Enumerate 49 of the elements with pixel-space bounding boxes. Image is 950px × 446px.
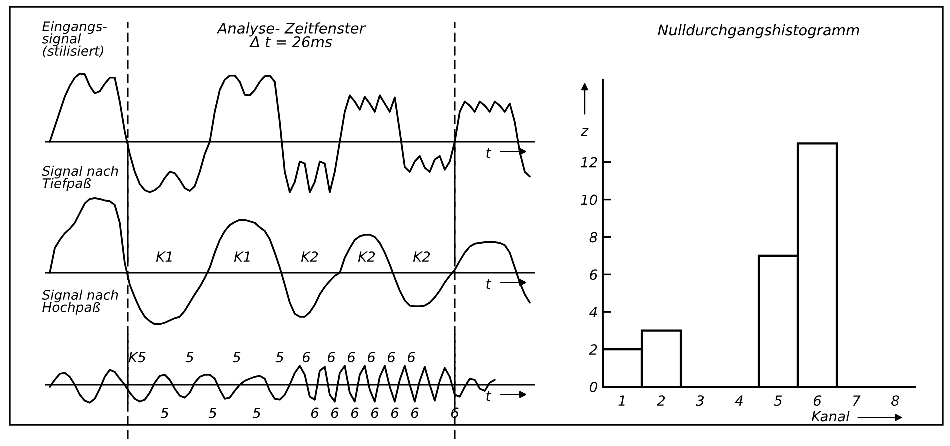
- x-axis-title: t: [486, 279, 492, 290]
- y-tick-label: 0: [590, 382, 598, 392]
- x-tick-label: 1: [618, 396, 625, 406]
- y-tick-label: 8: [590, 232, 598, 243]
- y-tick-label: 6: [590, 270, 598, 280]
- text: 6: [348, 352, 356, 363]
- chart-title: Analyse- Zeitfenster Δ t = 26ms: [216, 22, 366, 48]
- y-tick-label: 12: [581, 157, 598, 168]
- text: 6: [331, 408, 339, 418]
- text: 5: [232, 352, 241, 363]
- x-axis-title: Kanal: [812, 410, 850, 422]
- text: 5: [186, 352, 194, 363]
- x-tick-label: 2: [657, 396, 666, 406]
- text: Eingangs- signal (stilisiert): [42, 21, 107, 58]
- text: K5: [128, 352, 146, 363]
- text: 6: [351, 408, 359, 418]
- text: 5: [252, 408, 261, 418]
- x-tick-label: 8: [892, 396, 900, 406]
- annotation: K1: [156, 252, 172, 262]
- text: 6: [328, 352, 336, 363]
- x-axis-title: t: [486, 391, 492, 402]
- annotation: K2: [358, 252, 376, 262]
- x-tick-label: 3: [696, 396, 704, 406]
- x-tick-label: 6: [814, 396, 822, 406]
- chart-title: Nulldurchgangshistogramm: [658, 24, 860, 39]
- text: 6: [411, 408, 419, 418]
- text: 6: [368, 352, 376, 363]
- y-tick-label: 4: [590, 307, 598, 318]
- annotation: K1: [234, 252, 250, 262]
- annotation: K2: [413, 252, 430, 262]
- annotation: Signal nach Hochpaß: [42, 290, 118, 315]
- text: 5: [208, 408, 217, 418]
- text: 6: [302, 352, 310, 363]
- annotation: K2: [301, 252, 318, 262]
- y-tick-label: 10: [581, 194, 598, 206]
- y-axis-title: z: [581, 128, 589, 136]
- text: 6: [391, 408, 399, 418]
- text: 5: [160, 408, 169, 418]
- text: 6: [371, 408, 379, 418]
- text: 6: [311, 408, 319, 418]
- x-tick-label: 4: [735, 396, 743, 406]
- text: 6: [408, 352, 416, 363]
- y-tick-label: 2: [589, 344, 598, 355]
- annotation: Signal nach Tiefpaß: [42, 166, 118, 191]
- x-axis-title: t: [486, 148, 492, 158]
- text: 6: [388, 352, 396, 363]
- x-tick-label: 5: [774, 396, 782, 406]
- x-tick-label: 7: [853, 396, 861, 406]
- text: 5: [276, 352, 284, 363]
